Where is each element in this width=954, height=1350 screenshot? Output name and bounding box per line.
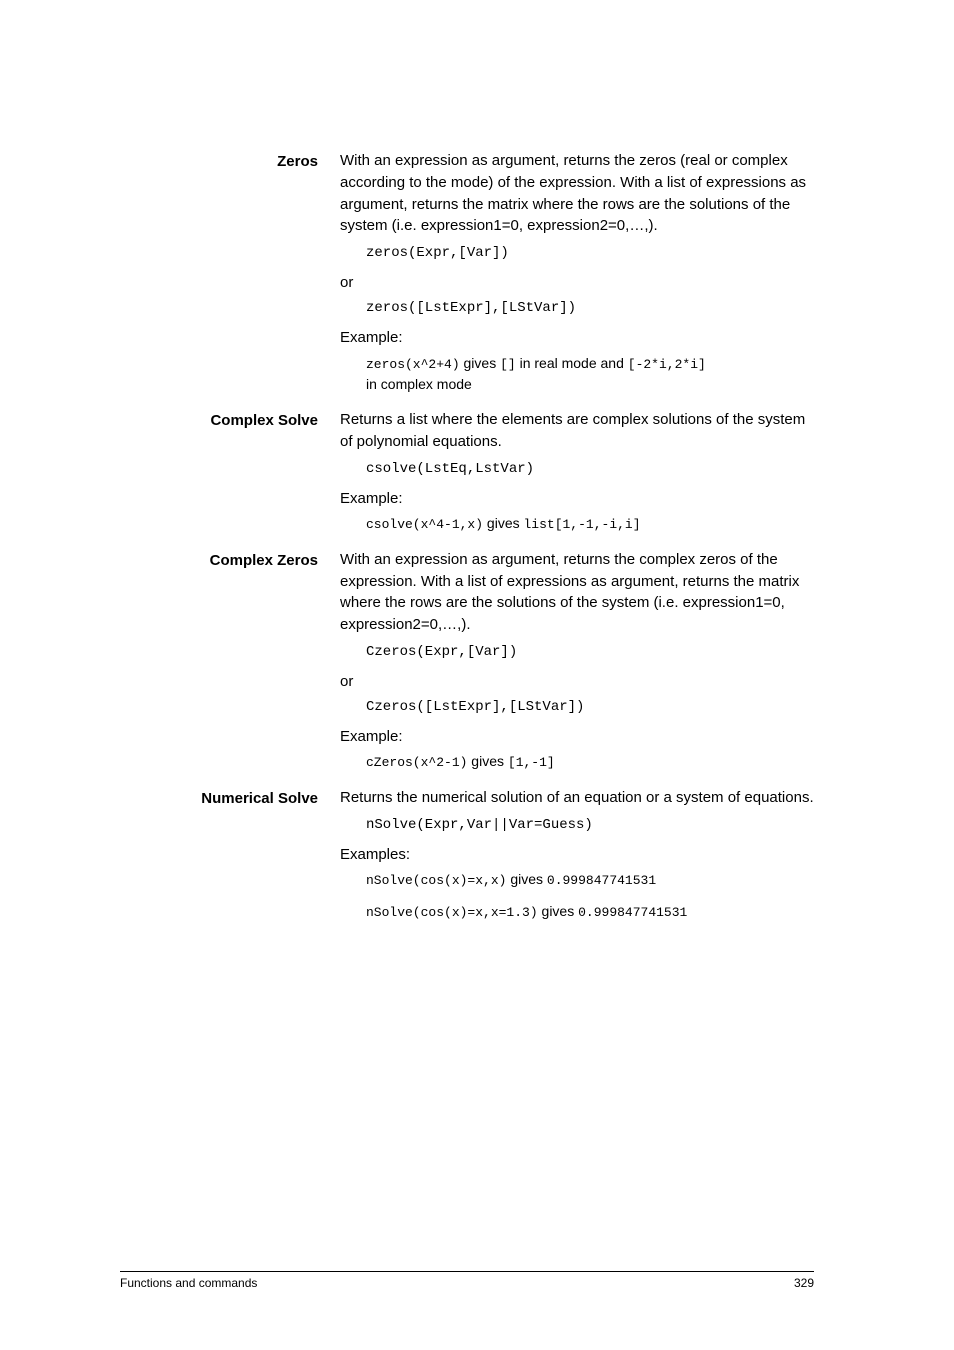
body-numerical-solve: Returns the numerical solution of an equ… — [340, 787, 814, 933]
ex-code: [] — [500, 357, 516, 372]
desc-zeros: With an expression as argument, returns … — [340, 150, 814, 237]
footer-left: Functions and commands — [120, 1276, 257, 1290]
footer: Functions and commands 329 — [120, 1271, 814, 1290]
example-label-csolve: Example: — [340, 488, 814, 510]
code-zeros-2: zeros([LstExpr],[LStVar]) — [366, 298, 814, 319]
body-zeros: With an expression as argument, returns … — [340, 150, 814, 405]
example-nsolve-2: nSolve(cos(x)=x,x=1.3) gives 0.999847741… — [366, 901, 814, 923]
ex-code: 0.999847741531 — [547, 873, 656, 888]
ex-code: cZeros(x^2-1) — [366, 755, 467, 770]
ex-text: gives — [467, 753, 507, 769]
ex-text: gives — [538, 903, 578, 919]
example-czeros: cZeros(x^2-1) gives [1,-1] — [366, 751, 814, 773]
example-label-zeros: Example: — [340, 327, 814, 349]
ex-code: nSolve(cos(x)=x,x) — [366, 873, 506, 888]
ex-code: csolve(x^4-1,x) — [366, 517, 483, 532]
code-czeros-2: Czeros([LstExpr],[LStVar]) — [366, 697, 814, 718]
or-zeros: or — [340, 272, 814, 294]
example-label-nsolve: Examples: — [340, 844, 814, 866]
ex-code: [-2*i,2*i] — [628, 357, 706, 372]
entry-complex-solve: Complex Solve Returns a list where the e… — [120, 409, 814, 545]
ex-text: gives — [483, 515, 523, 531]
example-csolve: csolve(x^4-1,x) gives list[1,-1,-i,i] — [366, 513, 814, 535]
example-nsolve-1: nSolve(cos(x)=x,x) gives 0.999847741531 — [366, 869, 814, 891]
code-complex-solve: csolve(LstEq,LstVar) — [366, 459, 814, 480]
desc-complex-solve: Returns a list where the elements are co… — [340, 409, 814, 453]
ex-code: zeros(x^2+4) — [366, 357, 460, 372]
example-label-czeros: Example: — [340, 726, 814, 748]
ex-code: 0.999847741531 — [578, 905, 687, 920]
footer-page-number: 329 — [794, 1276, 814, 1290]
label-complex-zeros: Complex Zeros — [120, 549, 340, 783]
body-complex-zeros: With an expression as argument, returns … — [340, 549, 814, 783]
example-zeros: zeros(x^2+4) gives [] in real mode and [… — [366, 353, 814, 396]
desc-numerical-solve: Returns the numerical solution of an equ… — [340, 787, 814, 809]
ex-code: nSolve(cos(x)=x,x=1.3) — [366, 905, 538, 920]
page: Zeros With an expression as argument, re… — [0, 0, 954, 1350]
entry-numerical-solve: Numerical Solve Returns the numerical so… — [120, 787, 814, 933]
label-complex-solve: Complex Solve — [120, 409, 340, 545]
label-numerical-solve: Numerical Solve — [120, 787, 340, 933]
body-complex-solve: Returns a list where the elements are co… — [340, 409, 814, 545]
code-czeros-1: Czeros(Expr,[Var]) — [366, 642, 814, 663]
entry-complex-zeros: Complex Zeros With an expression as argu… — [120, 549, 814, 783]
ex-code: [1,-1] — [508, 755, 555, 770]
entry-zeros: Zeros With an expression as argument, re… — [120, 150, 814, 405]
desc-complex-zeros: With an expression as argument, returns … — [340, 549, 814, 636]
code-nsolve: nSolve(Expr,Var||Var=Guess) — [366, 815, 814, 836]
ex-text: gives — [460, 355, 500, 371]
ex-text: in real mode and — [516, 355, 628, 371]
ex-text: gives — [506, 871, 546, 887]
ex-text: in complex mode — [366, 376, 472, 392]
label-zeros: Zeros — [120, 150, 340, 405]
or-czeros: or — [340, 671, 814, 693]
code-zeros-1: zeros(Expr,[Var]) — [366, 243, 814, 264]
ex-code: list[1,-1,-i,i] — [524, 517, 641, 532]
